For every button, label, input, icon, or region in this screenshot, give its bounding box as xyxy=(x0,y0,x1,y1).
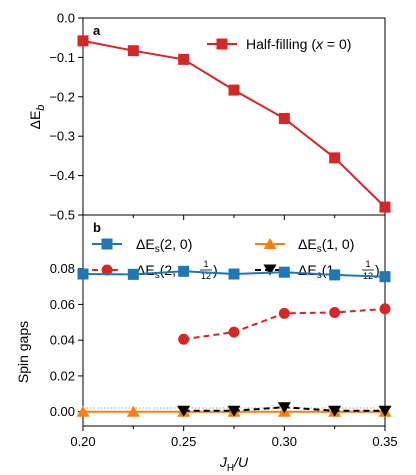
x-tick-label-0: 0.20 xyxy=(70,434,95,449)
data-point-b-3-0 xyxy=(177,405,191,417)
data-point-b-1-4 xyxy=(379,303,391,315)
data-point-a-0-5 xyxy=(329,152,341,164)
y-tick-label-a-5: −0.5 xyxy=(49,208,75,223)
x-axis-label: JH/U xyxy=(219,454,249,474)
data-point-b-1-1 xyxy=(228,326,240,338)
y-tick-label-b-1: 0.02 xyxy=(50,368,75,383)
x-tick-label-2: 0.30 xyxy=(272,434,297,449)
legend-b2-frac-den: 12 xyxy=(201,271,211,281)
legend-a-label: Half-filling (x = 0) xyxy=(246,36,351,52)
y-tick-label-b-2: 0.04 xyxy=(50,333,75,348)
legend-a-marker xyxy=(216,38,228,50)
legend-b2-frac-num: 1 xyxy=(203,259,208,269)
data-point-a-0-4 xyxy=(278,112,290,124)
y-tick-label-a-4: −0.4 xyxy=(49,168,75,183)
data-point-b-3-3 xyxy=(328,405,342,417)
data-point-a-0-6 xyxy=(379,201,391,213)
legend-b4-tail: ) xyxy=(375,262,380,278)
x-tick-label-1: 0.25 xyxy=(171,434,196,449)
panel-a-label: a xyxy=(93,23,101,38)
data-point-b-1-0 xyxy=(178,333,190,345)
chart-marks: 0.0 −0.1 −0.2 −0.3 −0.4 −0.5 0.00 0.02 0.04 0.06 0… xyxy=(49,11,397,450)
data-point-b-0-6 xyxy=(379,271,391,283)
legend-b1-label: ΔEs(2, 0) xyxy=(136,236,192,255)
data-point-b-0-1 xyxy=(127,268,139,280)
legend-b4-marker xyxy=(263,264,277,276)
panel-a-legend: Half-filling (x = 0) xyxy=(207,36,351,52)
y-tick-label-a-2: −0.2 xyxy=(49,89,75,104)
legend-b3-marker xyxy=(263,238,277,249)
data-point-b-0-4 xyxy=(278,266,290,278)
y-tick-label-a-0: 0.0 xyxy=(57,11,75,26)
y-tick-label-b-4: 0.08 xyxy=(50,261,75,276)
data-point-b-2-0 xyxy=(76,405,90,417)
data-point-a-0-1 xyxy=(127,45,139,57)
y-tick-label-b-3: 0.06 xyxy=(50,297,75,312)
data-point-b-3-1 xyxy=(227,405,241,417)
data-point-b-3-4 xyxy=(378,405,392,417)
data-point-b-1-2 xyxy=(278,307,290,319)
y-tick-label-b-0: 0.00 xyxy=(50,404,75,419)
data-point-b-1-3 xyxy=(329,306,341,318)
legend-b3-label: ΔEs(1, 0) xyxy=(298,236,354,255)
data-point-b-3-2 xyxy=(277,402,291,414)
panel-b-y-axis-label: Spin gaps xyxy=(15,321,31,383)
legend-b2-tail: ) xyxy=(213,262,218,278)
legend-b2-marker xyxy=(101,264,113,276)
data-point-a-0-2 xyxy=(178,53,190,65)
data-point-b-2-1 xyxy=(126,405,140,417)
panel-a-y-axis-label: ΔEb xyxy=(27,105,47,130)
y-tick-label-a-3: −0.3 xyxy=(49,129,75,144)
y-tick-label-a-1: −0.1 xyxy=(49,50,75,65)
data-point-b-0-0 xyxy=(77,268,89,280)
x-tick-label-3: 0.35 xyxy=(372,434,397,449)
series-line-a-0 xyxy=(82,39,386,208)
data-point-b-0-3 xyxy=(228,268,240,280)
data-point-b-0-2 xyxy=(178,265,190,277)
data-point-b-0-5 xyxy=(329,269,341,281)
data-point-a-0-0 xyxy=(77,35,89,47)
legend-b1-marker xyxy=(101,238,113,250)
panel-b-label: b xyxy=(93,220,101,235)
legend-b4-frac-num: 1 xyxy=(365,259,370,269)
data-point-a-0-3 xyxy=(228,84,240,96)
